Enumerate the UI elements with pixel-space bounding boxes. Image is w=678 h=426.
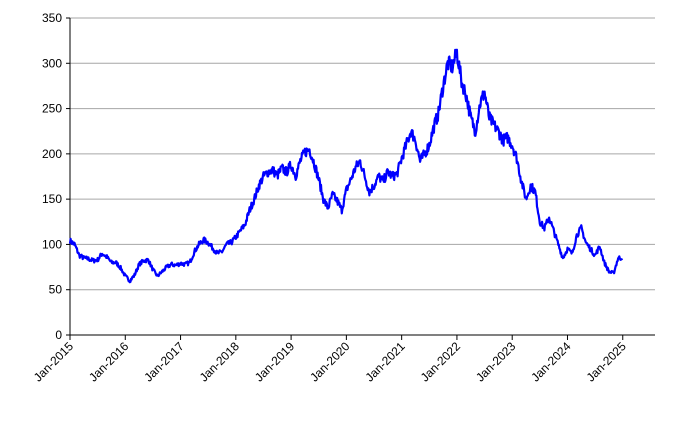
x-tick-label: Jan-2021	[362, 339, 408, 385]
x-tick-label: Jan-2019	[252, 339, 298, 385]
x-tick-label: Jan-2016	[86, 339, 132, 385]
y-tick-label: 300	[42, 56, 62, 70]
x-tick-label: Jan-2018	[197, 339, 243, 385]
series-line	[68, 48, 624, 284]
x-tick-label: Jan-2023	[473, 339, 519, 385]
x-tick-label: Jan-2025	[584, 339, 630, 385]
x-tick-label: Jan-2022	[418, 339, 464, 385]
y-tick-label: 100	[42, 237, 62, 251]
x-axis-ticks: Jan-2015 Jan-2016 Jan-2017 Jan-2018 Jan-2019…	[31, 335, 629, 385]
y-tick-label: 250	[42, 102, 62, 116]
y-tick-label: 200	[42, 147, 62, 161]
y-tick-label: 0	[55, 328, 62, 342]
x-tick-label: Jan-2015	[31, 339, 77, 385]
x-tick-label: Jan-2024	[528, 339, 574, 385]
y-tick-label: 350	[42, 11, 62, 25]
y-tick-label: 150	[42, 192, 62, 206]
gridlines	[70, 17, 655, 291]
y-tick-label: 50	[49, 283, 63, 297]
y-axis-ticks: 0 50 100 150 200 250 300 350	[42, 11, 70, 342]
x-tick-label: Jan-2020	[307, 339, 353, 385]
x-tick-label: Jan-2017	[141, 339, 187, 385]
